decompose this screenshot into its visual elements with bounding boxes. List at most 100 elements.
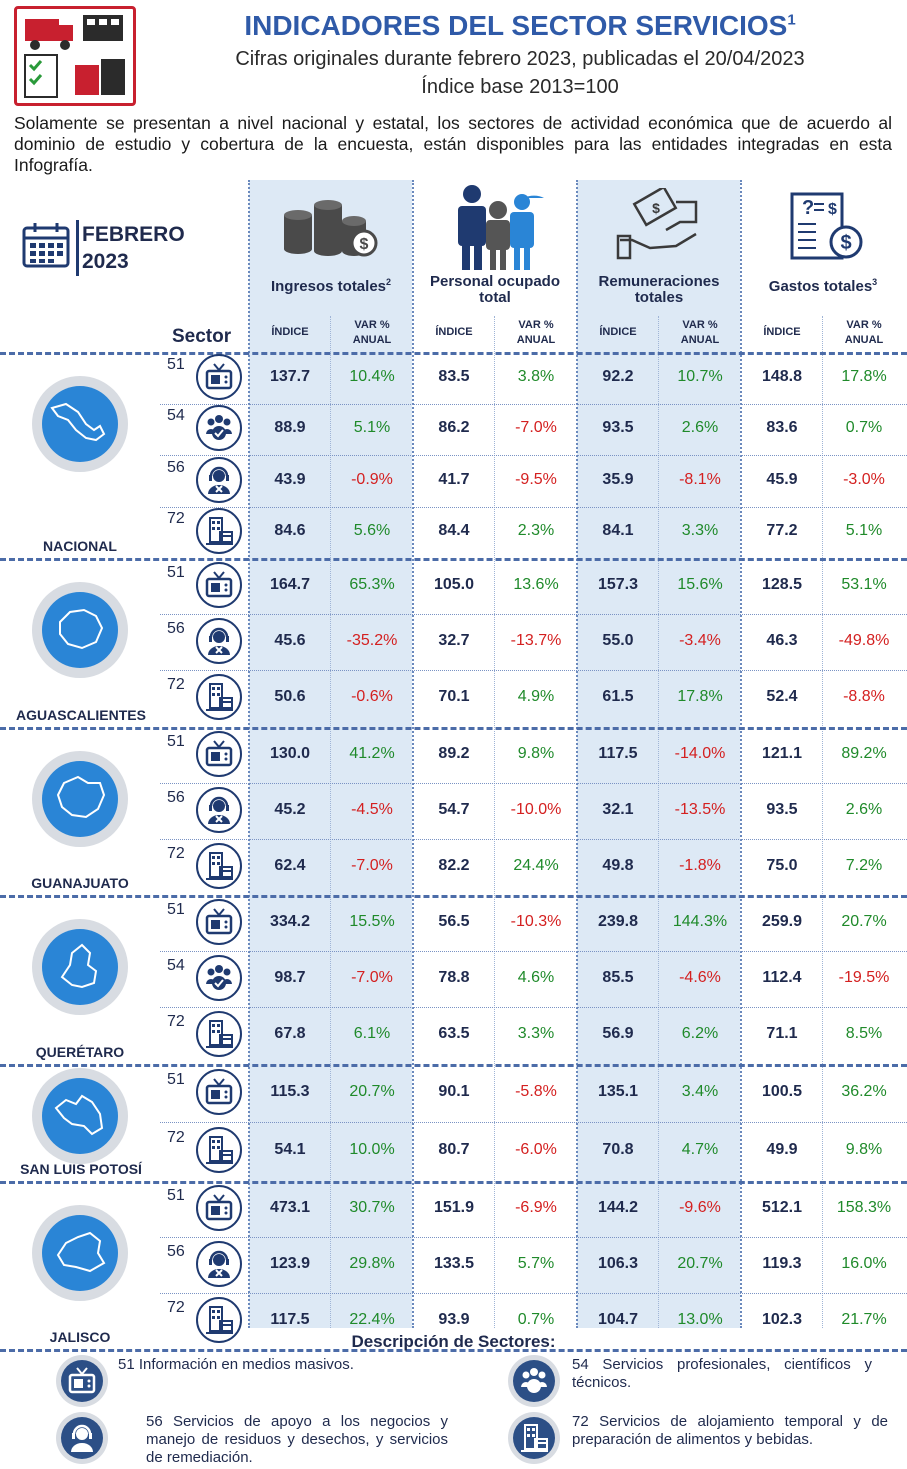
section-separator [0,1180,907,1184]
annual-variation: 4.7% [681,1141,719,1159]
category-gastos: Gastos totales3 [768,277,878,295]
state-map-icon [32,919,128,1015]
intro-text: Solamente se presentan a nivel nacional … [14,113,892,175]
state-name: JALISCO [49,1329,111,1345]
state-map-icon [32,1204,128,1301]
tv-icon [196,353,242,400]
index-value: 83.5 [438,367,470,385]
index-value: 133.5 [433,1254,475,1272]
descriptions-title: Descripción de Sectores: [351,1332,556,1351]
annual-variation: 3.3% [517,1025,555,1043]
category-remuneraciones: Remuneraciones totales [598,273,720,306]
row-separator [160,1236,907,1238]
sector-code: 72 [167,1298,185,1316]
index-value: 75.0 [766,856,798,874]
annual-variation: 20.7% [841,913,887,931]
index-value: 70.1 [438,688,470,706]
annual-variation: 24.4% [513,856,559,874]
index-value: 93.5 [602,419,634,437]
index-value: 77.2 [766,522,798,540]
annual-variation: -8.1% [679,470,721,488]
hotel-icon [508,1412,560,1464]
state-map-icon [32,750,128,847]
index-value: 93.9 [438,1310,470,1328]
index-value: 56.5 [438,913,470,931]
index-value: 84.6 [274,522,306,540]
annual-variation: 8.5% [845,1025,883,1043]
row-separator [160,1007,907,1009]
index-value: 512.1 [761,1198,803,1216]
column-divider [740,180,742,1328]
section-separator [0,352,907,355]
annual-variation: 22.4% [349,1310,395,1328]
annual-variation: -5.8% [515,1082,557,1100]
subheader-var-anual: VAR % ANUAL [680,319,720,346]
index-value: 52.4 [766,688,798,706]
category-ingresos: Ingresos totales2 [270,277,392,295]
calendar-icon [22,222,70,275]
index-value: 117.5 [598,744,638,762]
annual-variation: 2.6% [681,419,719,437]
index-value: 32.7 [438,632,470,650]
index-value: 83.6 [766,419,798,437]
sector-code: 56 [167,1242,185,1260]
section-separator [0,1349,907,1352]
annual-variation: 5.1% [845,522,883,540]
index-value: 137.7 [269,367,311,385]
annual-variation: 4.6% [517,969,555,987]
index-value: 239.8 [597,913,639,931]
annual-variation: 9.8% [517,744,555,762]
annual-variation: -13.7% [510,632,562,650]
hotel-icon [196,674,242,721]
annual-variation: 16.0% [841,1254,887,1272]
annual-variation: 6.1% [353,1025,391,1043]
subcolumn-divider [822,316,823,1328]
section-separator [0,895,907,898]
row-separator [160,1292,907,1294]
index-value: 106.3 [597,1254,639,1272]
index-value: 92.2 [602,367,634,385]
sector-code: 54 [167,407,185,425]
sector-code: 56 [167,788,185,806]
subheader-index: ÍNDICE [599,326,637,338]
annual-variation: 65.3% [349,576,395,594]
state-map-icon [32,376,128,472]
row-separator [160,782,907,784]
index-value: 100.5 [761,1082,803,1100]
sector-description: 56 Servicios de apoyo a los negocios y m… [146,1413,448,1466]
tv-icon [196,730,242,777]
annual-variation: 4.9% [517,688,555,706]
annual-variation: 2.6% [845,800,883,818]
annual-variation: -7.0% [351,969,393,987]
index-value: 49.8 [602,856,634,874]
hotel-icon [196,1296,242,1343]
index-value: 45.6 [274,632,306,650]
row-separator [160,403,907,405]
index-value: 67.8 [274,1025,306,1043]
sector-code: 72 [167,1129,185,1147]
payment-hands-icon: $ [616,185,704,267]
index-value: 80.7 [438,1141,470,1159]
period-label: FEBRERO 2023 [82,223,185,273]
annual-variation: 7.2% [845,856,883,874]
index-value: 45.2 [274,800,306,818]
annual-variation: 20.7% [349,1082,395,1100]
sector-code: 56 [167,458,185,476]
invoice-icon: ? $ $ [786,190,870,267]
people-icon [508,1355,560,1407]
category-personal: Personal ocupado total [429,273,561,306]
index-value: 43.9 [274,470,306,488]
calendar-divider [76,220,79,276]
index-value: 46.3 [766,632,798,650]
index-value: 50.6 [274,688,306,706]
index-value: 54.7 [438,800,470,818]
sector-code: 51 [167,901,185,919]
index-value: 93.5 [766,800,798,818]
support-agent-icon [196,1240,242,1287]
row-separator [160,614,907,616]
index-value: 157.3 [597,576,639,594]
people-icon [196,955,242,1002]
index-value: 112.4 [762,969,802,987]
annual-variation: -49.8% [838,632,890,650]
index-value: 473.1 [269,1198,311,1216]
